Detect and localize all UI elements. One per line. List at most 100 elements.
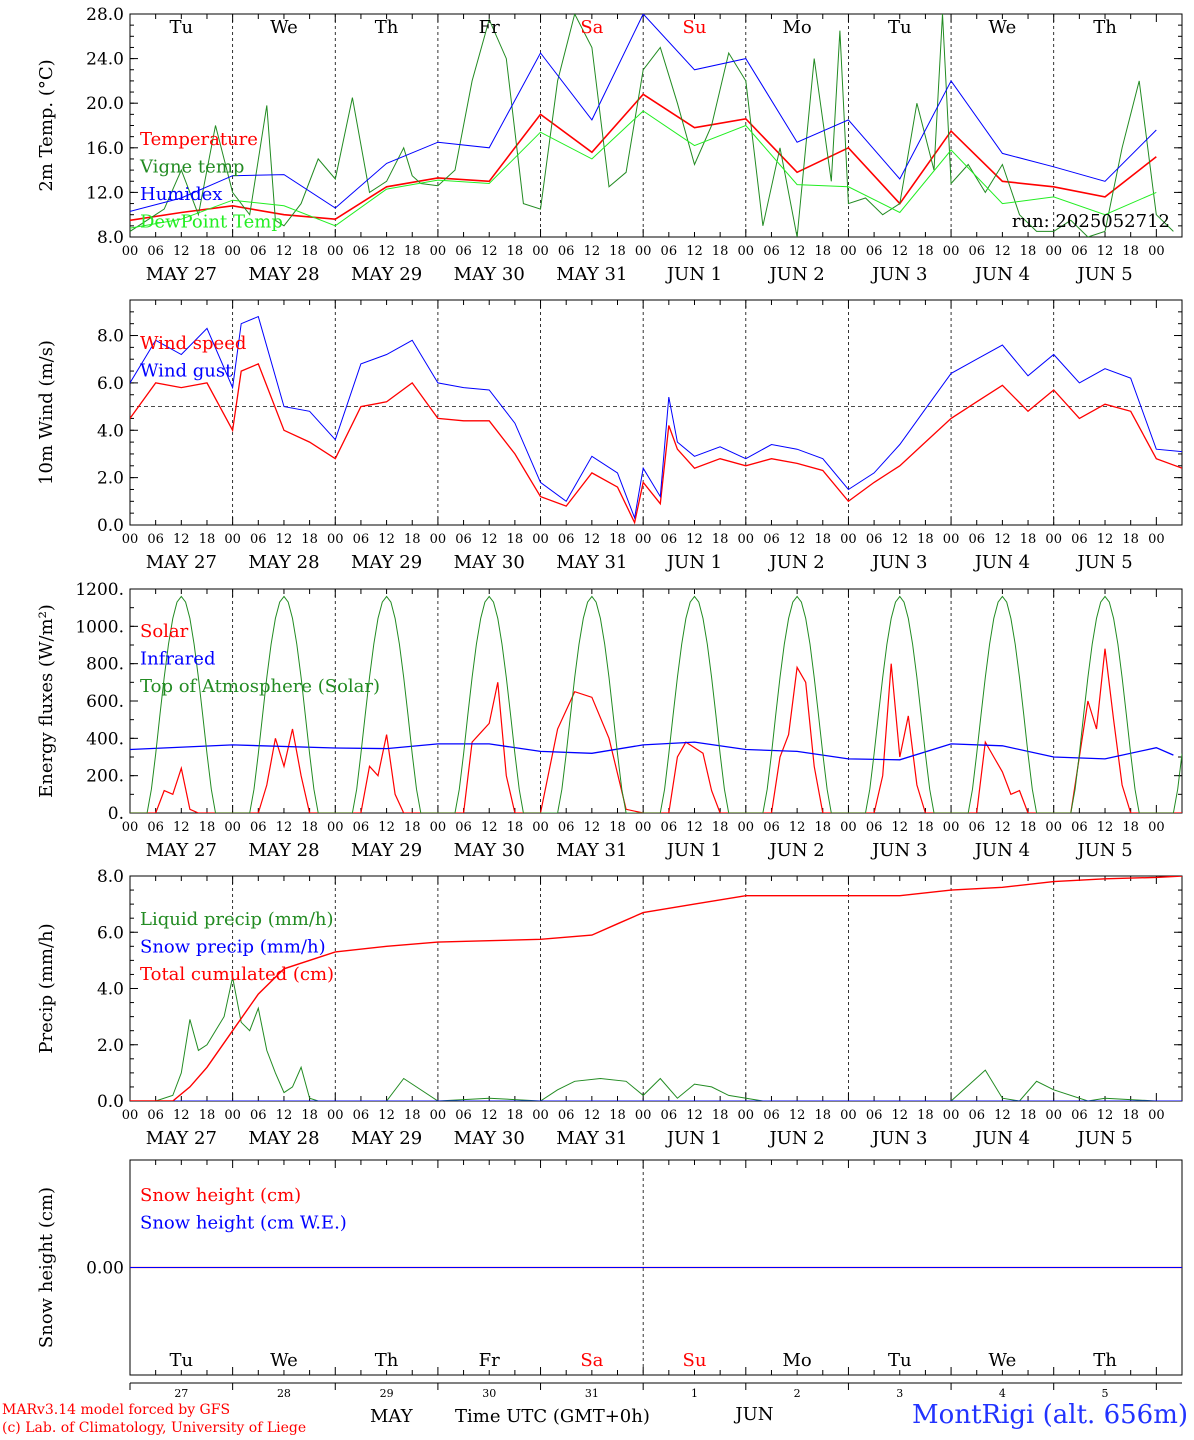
- series-line-dewpoint-temp: [130, 110, 1157, 229]
- hour-tick-label: 06: [250, 532, 267, 547]
- legend-entry: Solar: [140, 621, 189, 642]
- hour-tick-label: 00: [122, 1108, 139, 1123]
- hour-tick-label: 12: [481, 1108, 498, 1123]
- date-label: JUN 4: [973, 552, 1030, 573]
- hour-tick-label: 06: [147, 532, 164, 547]
- hour-tick-label: 18: [917, 820, 934, 835]
- hour-tick-label: 06: [968, 532, 985, 547]
- y-tick-label: 400.: [86, 729, 124, 749]
- date-label: JUN 4: [973, 264, 1030, 285]
- hour-tick-label: 06: [763, 820, 780, 835]
- hour-tick-label: 12: [584, 820, 601, 835]
- hour-tick-label: 00: [327, 1108, 344, 1123]
- hour-tick-label: 12: [891, 820, 908, 835]
- legend-entry: Total cumulated (cm): [140, 964, 334, 985]
- hour-tick-label: 00: [224, 820, 241, 835]
- hour-tick-label: 00: [1045, 1108, 1062, 1123]
- hour-tick-label: 18: [199, 1108, 216, 1123]
- hour-tick-label: 06: [968, 820, 985, 835]
- lab-credit: (c) Lab. of Climatology, University of L…: [2, 1420, 307, 1436]
- series-line-wind-gust: [130, 315, 1182, 520]
- hour-tick-label: 12: [1097, 244, 1114, 259]
- day-label: We: [989, 1350, 1017, 1371]
- date-label: MAY 28: [248, 1128, 319, 1149]
- hour-tick-label: 06: [866, 532, 883, 547]
- hour-tick-label: 00: [327, 532, 344, 547]
- hour-tick-label: 12: [1097, 532, 1114, 547]
- hour-tick-label: 06: [353, 820, 370, 835]
- hour-tick-label: 12: [789, 820, 806, 835]
- hour-tick-label: 06: [661, 1108, 678, 1123]
- hour-tick-label: 12: [686, 1108, 703, 1123]
- hour-tick-label: 12: [173, 244, 190, 259]
- hour-tick-label: 00: [738, 820, 755, 835]
- y-axis-label: Precip (mm/h): [36, 923, 57, 1053]
- date-label: JUN 3: [870, 264, 927, 285]
- day-label: Tu: [170, 1350, 194, 1371]
- date-label: JUN 1: [665, 840, 722, 861]
- series-line-vigne-temp: [130, 14, 1174, 237]
- hour-tick-label: 12: [891, 532, 908, 547]
- x-axis-title: Time UTC (GMT+0h): [455, 1406, 650, 1427]
- series-line-humidex: [130, 14, 1157, 212]
- hour-tick-label: 00: [738, 532, 755, 547]
- date-label: MAY 30: [454, 552, 525, 573]
- hour-tick-label: 18: [1122, 532, 1139, 547]
- hour-tick-label: 06: [763, 1108, 780, 1123]
- hour-tick-label: 06: [353, 532, 370, 547]
- hour-tick-label: 18: [507, 1108, 524, 1123]
- hour-tick-label: 18: [712, 1108, 729, 1123]
- day-label: Sa: [580, 17, 603, 38]
- y-axis-label: 2m Temp. (°C): [36, 59, 57, 191]
- station-name: MontRigi (alt. 656m): [912, 1400, 1188, 1430]
- day-label: Fr: [479, 17, 500, 38]
- hour-tick-label: 18: [815, 244, 832, 259]
- hour-tick-label: 12: [789, 532, 806, 547]
- hour-tick-label: 18: [815, 820, 832, 835]
- day-label: Mo: [782, 17, 811, 38]
- hour-tick-label: 12: [481, 532, 498, 547]
- hour-tick-label: 18: [199, 532, 216, 547]
- hour-tick-label: 00: [1148, 532, 1165, 547]
- day-number-label: 3: [896, 1387, 903, 1400]
- y-tick-label: 0.: [108, 804, 124, 824]
- hour-tick-label: 12: [276, 532, 293, 547]
- date-label: MAY 30: [454, 1128, 525, 1149]
- hour-tick-label: 00: [430, 1108, 447, 1123]
- hour-tick-label: 00: [224, 244, 241, 259]
- hour-tick-label: 18: [712, 532, 729, 547]
- date-label: MAY 28: [248, 840, 319, 861]
- hour-tick-label: 12: [378, 820, 395, 835]
- date-label: MAY 29: [351, 840, 422, 861]
- legend-entry: Vigne temp: [139, 157, 244, 178]
- y-tick-label: 2.0: [97, 469, 124, 489]
- panel-energy: [129, 588, 1183, 814]
- y-tick-label: 0.0: [97, 516, 124, 536]
- date-label: JUN 4: [973, 840, 1030, 861]
- date-label: JUN 1: [665, 1128, 722, 1149]
- series-line-total-cumulated-cm-: [130, 876, 1182, 1101]
- date-label: JUN 5: [1075, 840, 1132, 861]
- date-label: JUN 2: [767, 1128, 824, 1149]
- hour-tick-label: 00: [635, 244, 652, 259]
- date-label: MAY 31: [556, 264, 627, 285]
- hour-tick-label: 18: [609, 820, 626, 835]
- hour-tick-label: 00: [635, 1108, 652, 1123]
- run-label: run: 2025052712: [1012, 211, 1170, 232]
- hour-tick-label: 06: [147, 1108, 164, 1123]
- hour-tick-label: 00: [532, 1108, 549, 1123]
- date-label: MAY 31: [556, 840, 627, 861]
- hour-tick-label: 06: [147, 244, 164, 259]
- day-label: Fr: [479, 1350, 500, 1371]
- series-line-solar: [130, 648, 1182, 813]
- hour-tick-label: 00: [738, 1108, 755, 1123]
- hour-tick-label: 12: [584, 1108, 601, 1123]
- series-line-top-of-atmosphere-solar-: [130, 595, 1182, 813]
- hour-tick-label: 12: [173, 532, 190, 547]
- date-label: MAY 29: [351, 264, 422, 285]
- hour-tick-label: 06: [250, 244, 267, 259]
- hour-tick-label: 12: [276, 244, 293, 259]
- y-tick-label: 800.: [86, 655, 124, 675]
- date-label: JUN 5: [1075, 1128, 1132, 1149]
